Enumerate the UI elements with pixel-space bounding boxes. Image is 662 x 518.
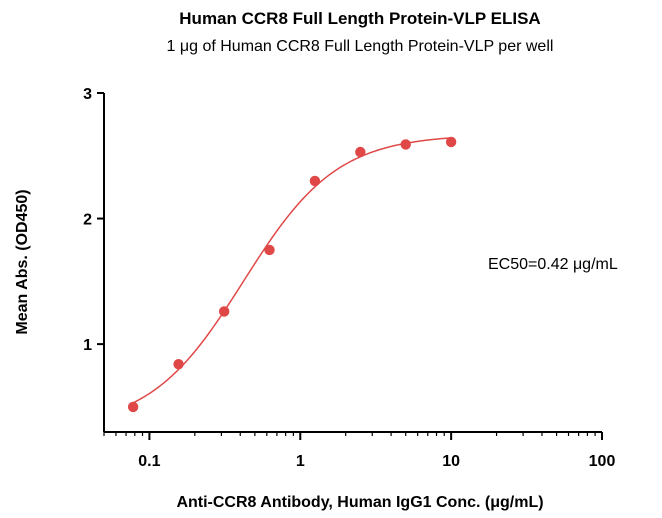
data-point bbox=[173, 359, 184, 370]
x-tick-label: 1 bbox=[296, 453, 305, 470]
x-axis-label: Anti-CCR8 Antibody, Human IgG1 Conc. (μg… bbox=[176, 494, 543, 511]
ec50-annotation: EC50=0.42 μg/mL bbox=[488, 256, 618, 273]
data-points bbox=[127, 136, 457, 413]
data-point bbox=[400, 139, 411, 150]
x-tick-label: 10 bbox=[442, 453, 460, 470]
data-point bbox=[445, 136, 457, 148]
x-tick-label: 100 bbox=[589, 453, 616, 470]
chart-title: Human CCR8 Full Length Protein-VLP ELISA bbox=[179, 9, 540, 28]
y-tick-label: 3 bbox=[83, 86, 92, 103]
data-point bbox=[355, 146, 366, 158]
x-tick-label: 0.1 bbox=[138, 453, 160, 470]
fit-curve bbox=[132, 137, 452, 404]
data-point bbox=[218, 306, 230, 317]
chart-subtitle: 1 μg of Human CCR8 Full Length Protein-V… bbox=[167, 38, 554, 55]
y-axis-ticks: 1 2 3 bbox=[83, 86, 104, 354]
data-point bbox=[127, 401, 139, 413]
y-tick-label: 1 bbox=[83, 337, 92, 354]
data-point bbox=[264, 244, 275, 256]
y-axis-label: Mean Abs. (OD450) bbox=[14, 189, 31, 334]
y-tick-label: 2 bbox=[83, 212, 92, 229]
x-axis-ticks: 0.1 1 10 100 bbox=[103, 432, 616, 470]
data-point bbox=[309, 175, 321, 187]
